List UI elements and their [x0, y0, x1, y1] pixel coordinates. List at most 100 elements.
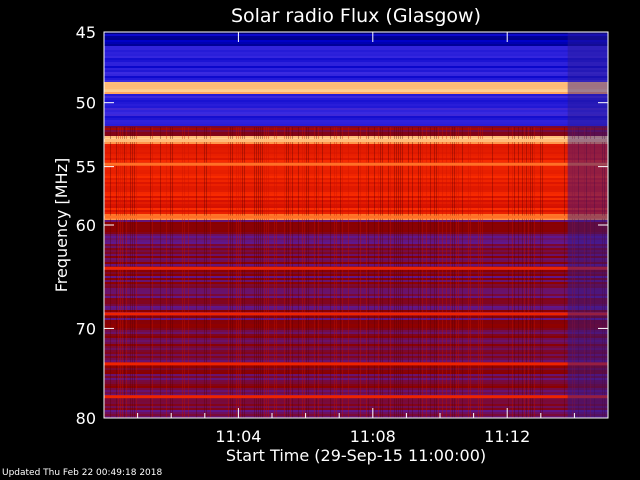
time-stripe: [456, 127, 457, 418]
time-stripe: [260, 127, 261, 418]
time-stripe: [524, 127, 525, 418]
spectrogram-row: [104, 110, 608, 113]
spectrogram-row: [104, 106, 608, 109]
spectrogram-row: [104, 108, 608, 111]
y-tick-label: 45: [76, 23, 96, 42]
spectrogram-row: [104, 220, 608, 223]
time-stripe: [340, 127, 341, 418]
spectrogram-row: [104, 204, 608, 207]
x-axis-title: Start Time (29-Sep-15 11:00:00): [226, 446, 486, 465]
time-stripe: [264, 127, 265, 418]
spectrogram-row: [104, 352, 608, 355]
time-stripe: [244, 127, 245, 418]
spectrogram-row: [104, 212, 608, 215]
emission-line: [104, 86, 608, 90]
spectrogram-row: [104, 72, 608, 75]
spectrogram-row: [104, 410, 608, 413]
spectrogram-row: [104, 360, 608, 363]
time-stripe: [122, 127, 123, 418]
spectrogram-row: [104, 372, 608, 375]
spectrogram-row: [104, 304, 608, 307]
time-stripe: [586, 127, 587, 418]
spectrogram-row: [104, 290, 608, 293]
spectrogram-row: [104, 272, 608, 275]
spectrogram-row: [104, 258, 608, 261]
spectrogram-row: [104, 50, 608, 53]
spectrogram-row: [104, 350, 608, 353]
spectrogram-row: [104, 378, 608, 381]
spectrogram-row: [104, 374, 608, 377]
time-stripe: [366, 127, 367, 418]
time-stripe: [116, 127, 117, 418]
time-stripe: [276, 127, 277, 418]
time-stripe: [318, 127, 319, 418]
time-stripe: [408, 127, 409, 418]
y-tick-label: 70: [76, 319, 96, 338]
time-stripe: [308, 127, 309, 418]
spectrogram-row: [104, 282, 608, 285]
spectrogram-row: [104, 60, 608, 63]
time-stripe: [436, 127, 437, 418]
time-stripe: [290, 127, 291, 418]
time-stripe: [182, 127, 183, 418]
emission-line: [104, 215, 608, 219]
time-stripe: [292, 127, 293, 418]
time-stripe: [574, 127, 575, 418]
spectrogram-row: [104, 114, 608, 117]
time-stripe: [454, 127, 455, 418]
time-stripe: [262, 127, 263, 418]
time-stripe: [422, 127, 423, 418]
time-stripe: [316, 127, 317, 418]
spectrogram-row: [104, 82, 608, 85]
time-stripe: [492, 127, 493, 418]
spectrogram-row: [104, 250, 608, 253]
spectrogram-row: [104, 260, 608, 263]
spectrogram-row: [104, 200, 608, 203]
spectrogram-row: [104, 128, 608, 131]
emission-line: [104, 139, 608, 143]
spectrogram-row: [104, 368, 608, 371]
spectrogram-row: [104, 98, 608, 101]
time-stripe: [394, 127, 395, 418]
spectrogram-row: [104, 228, 608, 231]
time-stripe: [342, 127, 343, 418]
spectrogram-row: [104, 132, 608, 135]
time-stripe: [452, 127, 453, 418]
spectrogram-row: [104, 358, 608, 361]
time-stripe: [578, 127, 579, 418]
spectrogram-row: [104, 194, 608, 197]
time-stripe: [150, 127, 151, 418]
time-stripe: [238, 127, 239, 418]
spectrogram-row: [104, 152, 608, 155]
spectrogram-row: [104, 262, 608, 265]
time-stripe: [242, 127, 243, 418]
spectrogram-row: [104, 188, 608, 191]
time-stripe: [130, 127, 131, 418]
spectrogram-row: [104, 166, 608, 169]
spectrogram-row: [104, 338, 608, 341]
time-stripe: [358, 127, 359, 418]
spectrogram-row: [104, 160, 608, 163]
spectrogram-row: [104, 198, 608, 201]
time-stripe: [426, 127, 427, 418]
time-stripe: [120, 127, 121, 418]
spectrogram-row: [104, 74, 608, 77]
time-stripe: [594, 127, 595, 418]
time-stripe: [442, 127, 443, 418]
spectrogram-row: [104, 288, 608, 291]
spectrogram-row: [104, 344, 608, 347]
spectrogram-row: [104, 44, 608, 47]
time-stripe: [330, 127, 331, 418]
axes-layer: 11:04 11:08 11:12 45 50 55 60 70 80: [76, 23, 609, 446]
spectrogram-row: [104, 170, 608, 173]
time-stripe: [166, 127, 167, 418]
time-stripe: [542, 127, 543, 418]
spectrogram-row: [104, 224, 608, 227]
time-stripe: [360, 127, 361, 418]
spectrogram-row: [104, 324, 608, 327]
spectrogram-row: [104, 296, 608, 299]
spectrogram-row: [104, 412, 608, 415]
spectrogram-row: [104, 142, 608, 145]
spectrogram-row: [104, 270, 608, 273]
time-stripe: [380, 127, 381, 418]
